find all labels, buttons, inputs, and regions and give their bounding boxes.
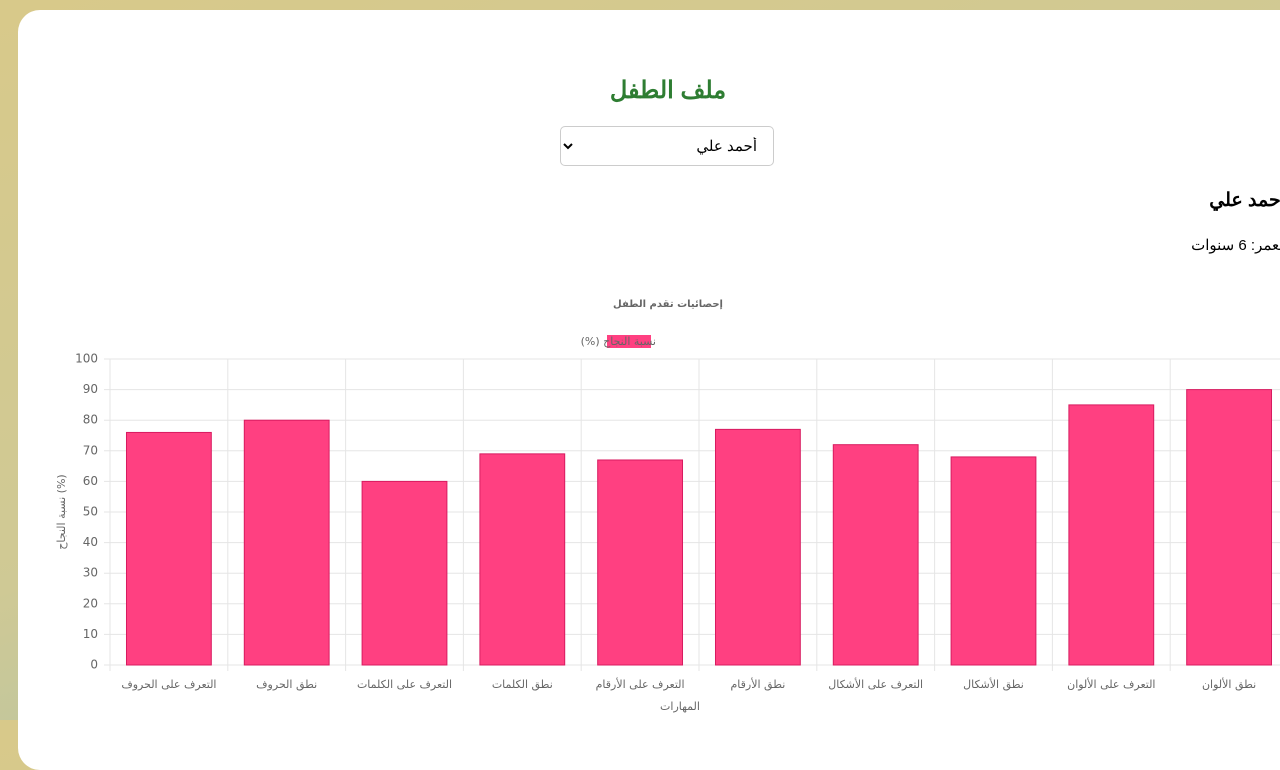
bar [1068,404,1155,666]
profile-card: ملف الطفل أحمد علي أحمد علي العمر: 6 سنو… [18,10,1280,770]
x-tick-label: نطق الكلمات [492,678,553,692]
page-title: ملف الطفل [609,77,727,104]
x-tick-label: نطق الألوان [1202,677,1256,692]
page: ملف الطفل أحمد علي أحمد علي العمر: 6 سنو… [0,0,1280,720]
y-tick-label: 30 [83,566,98,580]
x-tick-label: نطق الأشكال [963,677,1024,692]
child-select[interactable]: أحمد علي [560,126,774,166]
bar [1186,389,1273,666]
bar [361,480,448,666]
y-tick-label: 20 [83,596,98,610]
legend-label: نسبة النجاح (%) [581,335,656,348]
y-tick-label: 70 [83,443,98,457]
child-age: العمر: 6 سنوات [1191,237,1280,254]
y-tick-label: 0 [90,658,98,672]
y-tick-label: 50 [83,505,98,519]
y-tick-label: 40 [83,535,98,549]
legend-swatch [607,335,651,348]
x-tick-label: نطق الحروف [256,678,317,692]
child-name: أحمد علي [1209,190,1280,211]
bar [714,428,801,666]
x-tick-label: التعرف على الألوان [1067,677,1155,691]
y-axis-label: نسبة النجاح (%) [55,474,68,549]
bar [479,453,566,666]
y-tick-label: 10 [83,627,98,641]
bar [950,456,1037,666]
y-tick-label: 100 [75,352,98,366]
x-tick-label: التعرف على الأشكال [828,677,923,691]
y-tick-label: 60 [83,474,98,488]
bar [597,459,684,666]
x-tick-label: التعرف على الكلمات [357,678,452,691]
chart-title: إحصائيات تقدم الطفل [613,299,723,310]
y-tick-label: 80 [83,413,98,427]
x-axis-label: المهارات [660,700,700,713]
bar [243,419,330,666]
x-tick-label: التعرف على الأرقام [596,677,685,691]
x-tick-label: نطق الأرقام [730,677,785,692]
bar [125,431,212,666]
bar [832,444,919,666]
x-tick-label: التعرف على الحروف [121,678,216,691]
chart: إحصائيات تقدم الطفل المهارات نسبة النجاح… [55,299,1280,713]
y-tick-label: 90 [83,382,98,396]
